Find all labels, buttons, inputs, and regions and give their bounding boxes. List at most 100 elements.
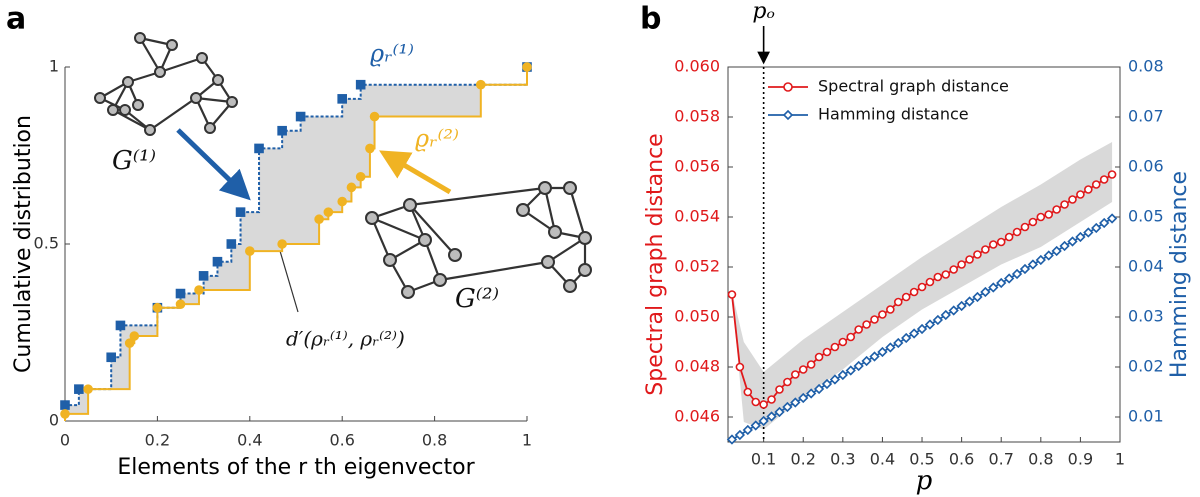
x-tick-label: 1 [1115,450,1125,469]
marker [60,409,70,419]
marker [933,272,943,282]
x-tick-label: 0.8 [422,431,447,450]
marker [893,297,903,307]
marker [1020,222,1030,232]
marker [782,401,793,413]
x-tick-label: 0.5 [909,450,934,469]
x-tick-label: 1 [522,431,532,450]
marker [861,355,872,367]
marker [295,111,306,122]
marker [369,111,380,122]
y2-tick-label: 0.08 [1128,57,1164,76]
marker [245,246,255,256]
panel-label: b [640,2,661,37]
marker [337,196,348,207]
x-tick-label: 0 [60,431,70,450]
y-tick-label: 0.054 [674,207,720,226]
marker [814,352,824,362]
marker [854,325,863,334]
marker [175,288,186,299]
marker [1051,245,1062,257]
network-icon [365,181,592,299]
marker [355,171,366,182]
y-axis-label: Cumulative distribution [11,115,36,373]
marker [837,369,848,381]
marker [1067,236,1078,247]
marker [1059,240,1070,252]
legend-label: Hamming distance [818,105,969,124]
marker [1099,175,1109,184]
marker [886,305,895,314]
marker [355,79,366,90]
x-tick-label: 0.2 [791,450,816,469]
marker [870,315,879,324]
marker [277,239,287,249]
marker [813,383,825,395]
y2-tick-label: 0.06 [1128,157,1164,176]
marker [901,292,911,302]
marker [965,255,974,264]
marker [846,332,856,342]
marker [734,429,746,441]
marker [1043,250,1054,261]
marker [1028,217,1038,227]
marker [1003,273,1015,284]
marker [152,302,163,313]
marker [972,291,983,303]
marker [783,377,792,387]
marker [790,397,801,408]
marker [522,62,532,72]
marker [751,397,761,407]
marker [198,271,209,281]
marker [1044,210,1054,219]
marker [980,286,991,298]
marker [791,370,800,379]
marker [346,182,357,193]
marker [194,285,204,295]
marker [124,338,135,348]
marker [940,309,951,321]
marker [277,125,287,136]
marker [877,346,888,358]
marker [254,143,264,154]
reference-label: pₒ [752,0,775,24]
marker [996,277,1007,289]
x-tick-label: 0.6 [329,431,354,450]
marker [60,400,70,410]
marker [1068,195,1077,204]
marker [226,239,237,249]
marker [981,245,990,254]
arrow [176,128,251,201]
marker [1036,212,1046,222]
x-tick-label: 0.3 [830,450,855,469]
marker [949,265,958,274]
marker [869,351,880,362]
legend-marker [783,82,793,92]
series-label: ϱᵣ⁽¹⁾ [370,40,414,68]
marker [917,282,927,292]
marker [750,420,761,431]
x-tick-label: 0.9 [1068,450,1093,469]
marker [1091,222,1102,234]
marker [924,319,936,330]
marker [1083,227,1094,238]
marker [973,250,982,259]
marker [932,314,943,326]
marker [726,434,738,445]
marker [323,207,334,217]
marker [774,406,785,418]
y2-tick-label: 0.03 [1128,307,1164,326]
y2-axis-label: Hamming distance [1167,171,1192,378]
marker [1099,217,1110,229]
y-tick-label: 0.058 [674,107,720,126]
marker [1075,231,1086,243]
marker [948,305,959,316]
x-tick-label: 0.6 [949,450,974,469]
y-tick-label: 0 [49,411,59,430]
marker [916,323,928,335]
y2-tick-label: 0.02 [1128,357,1164,376]
legend-label: Spectral graph distance [818,77,1009,96]
marker [129,331,140,341]
x-axis-label: p [916,466,933,496]
x-axis-label: Elements of the r th eigenvector [117,455,475,480]
